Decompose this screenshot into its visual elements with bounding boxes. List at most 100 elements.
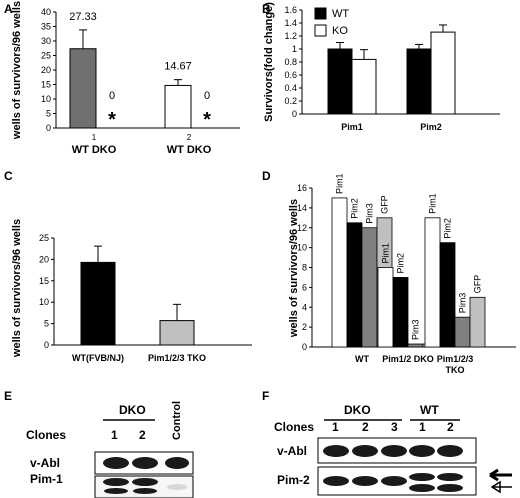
blot-f-lane-label: 3 [391, 420, 398, 434]
blot-f-row-label: Pim-2 [277, 473, 310, 487]
chart-a-group-number: 2 [187, 133, 192, 142]
chart-d-bar [331, 197, 348, 348]
chart-d-bar [361, 227, 378, 348]
chart-d-series-label: GFP [473, 275, 483, 294]
chart-b-legend-swatch [314, 7, 327, 20]
chart-b-legend-swatch [314, 24, 327, 37]
arrow-open-icon [490, 480, 512, 494]
chart-a-y-label: wells of survivors/96 wells [11, 1, 23, 140]
chart-b-bar [351, 58, 377, 115]
chart-a-bar [69, 48, 97, 129]
blot-f-band [352, 445, 378, 457]
blot-e-band [132, 457, 158, 469]
chart-a-y-tick-label: 0 [46, 123, 51, 133]
blot-e-band [103, 457, 129, 469]
blot-f-band [381, 476, 407, 486]
chart-d-bar [469, 296, 486, 348]
chart-d-category-label: TKO [446, 365, 465, 375]
chart-b-bar [430, 31, 456, 115]
chart-a-significance-marker: * [108, 109, 116, 131]
chart-d-series-label: Pim1 [428, 193, 438, 214]
chart-b-y-tick-label: 0.4 [284, 83, 297, 93]
panel-label-d: D [262, 169, 271, 183]
chart-d-bar [407, 343, 424, 348]
chart-d-y-tick-label: 6 [302, 282, 307, 292]
blot-e-group-label: DKO [119, 403, 146, 417]
chart-d-bar [346, 222, 363, 348]
chart-a-y-tick-label: 40 [41, 7, 51, 17]
blot-e-band [165, 457, 189, 469]
chart-d-category-label: Pim1/2/3 [437, 354, 474, 364]
chart-d-series-label: Pim1 [335, 173, 345, 194]
chart-b-y-tick-label: 1.4 [284, 18, 297, 28]
blot-e-band [132, 478, 158, 486]
blot-e-clones-label: Clones [26, 428, 66, 442]
panel-label-e: E [4, 389, 12, 403]
chart-d-category-label: WT [355, 354, 369, 364]
blot-e-lane-label: 2 [139, 428, 146, 442]
chart-d-bar [377, 267, 394, 348]
chart-a-data-label: 0 [109, 90, 115, 102]
chart-a-group-label: WT DKO [167, 144, 212, 156]
chart-d-bar [392, 277, 409, 348]
chart-d-series-label: Pim2 [396, 253, 406, 274]
blot-e-lane-label: 1 [111, 428, 118, 442]
chart-b-y-tick-label: 1 [292, 44, 297, 54]
blot-f-band [409, 484, 435, 492]
blot-e-control-label: Control [171, 401, 183, 440]
blot-f-band [323, 476, 349, 486]
blot-e-band-faint [167, 484, 187, 490]
chart-b-legend-label: WT [332, 8, 349, 20]
chart-a-y-tick-label: 30 [41, 36, 51, 46]
chart-c-category-label: WT(FVB/NJ) [72, 353, 124, 363]
chart-a-significance-marker: * [203, 109, 211, 131]
chart-d-y-tick-label: 10 [297, 243, 307, 253]
blot-e-band [104, 488, 128, 494]
blot-f-band [323, 445, 349, 457]
chart-d-series-label: Pim3 [411, 320, 421, 341]
chart-c-y-tick-label: 5 [44, 319, 49, 329]
panel-f-blot: DKO WT Clones 1 2 3 1 2 v-Abl Pim-2 [274, 403, 512, 496]
panel-label-c: C [4, 169, 13, 183]
chart-b-y-tick-label: 1.2 [284, 31, 297, 41]
chart-b-category-label: Pim1 [341, 122, 363, 132]
blot-e-band [103, 478, 129, 486]
blot-f-band [437, 484, 463, 492]
chart-a-y-tick-label: 35 [41, 22, 51, 32]
chart-b-legend-label: KO [332, 25, 348, 37]
chart-a-y-tick-label: 20 [41, 65, 51, 75]
chart-b-y-tick-label: 0.2 [284, 96, 297, 106]
chart-d-bar [424, 217, 441, 348]
panel-c-chart: 0 5 10 15 20 25 wells of survivors/96 wells WT(… [11, 219, 252, 363]
chart-b-category-label: Pim2 [420, 122, 442, 132]
blot-f-band [437, 445, 463, 457]
panel-label-a: A [4, 2, 13, 16]
chart-a-data-label: 27.33 [69, 11, 97, 23]
chart-d-series-label: Pim2 [443, 218, 453, 239]
chart-d-y-tick-label: 8 [302, 263, 307, 273]
panel-label-f: F [262, 389, 269, 403]
blot-f-lane-label: 1 [419, 420, 426, 434]
chart-d-bar [439, 242, 456, 348]
chart-d-y-tick-label: 16 [297, 183, 307, 193]
chart-c-y-tick-label: 10 [39, 297, 49, 307]
panel-label-b: B [262, 2, 271, 16]
blot-f-band [381, 445, 407, 457]
chart-a-bar [164, 84, 192, 129]
chart-a-group-label: WT DKO [72, 144, 117, 156]
chart-c-y-label: wells of survivors/96 wells [11, 219, 23, 358]
blot-f-band [437, 473, 463, 481]
chart-d-bar [454, 316, 471, 348]
chart-c-bar [80, 261, 116, 346]
chart-a-y-tick-label: 15 [41, 80, 51, 90]
chart-b-bar [327, 48, 353, 115]
blot-e-row-label: v-Abl [30, 456, 60, 470]
chart-a-y-tick-label: 5 [46, 109, 51, 119]
chart-b-y-tick-label: 1.6 [284, 5, 297, 15]
blot-e-band [133, 488, 157, 494]
blot-f-clones-label: Clones [274, 420, 314, 434]
chart-c-bar [159, 320, 195, 346]
chart-b-y-tick-label: 0.8 [284, 57, 297, 67]
blot-f-lane-label: 1 [332, 420, 339, 434]
